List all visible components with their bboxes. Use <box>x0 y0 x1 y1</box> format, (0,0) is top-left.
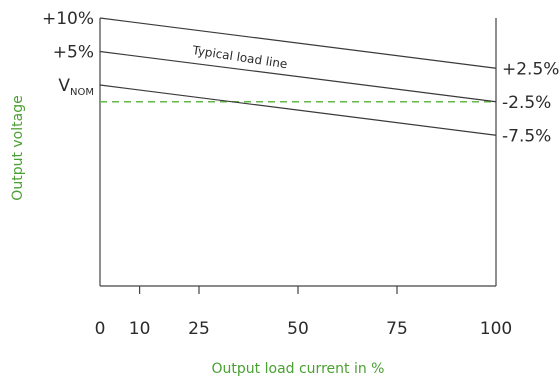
x-tick-label: 100 <box>480 319 512 339</box>
load-line-3 <box>99 84 497 136</box>
y-tick-label-right: -7.5% <box>502 126 551 146</box>
plot-area <box>99 17 497 294</box>
y-tick-label-right: -2.5% <box>502 93 551 113</box>
y-tick-label-left: VNOM <box>58 76 94 98</box>
x-tick-label: 25 <box>188 319 210 339</box>
x-tick-label: 50 <box>287 319 309 339</box>
x-tick-label: 75 <box>386 319 408 339</box>
chart-labels: Output voltage Output load current in % … <box>10 9 559 377</box>
x-tick-label: 10 <box>129 319 151 339</box>
y-tick-label-left: +10% <box>42 9 94 29</box>
y-tick-label-left: +5% <box>53 43 94 63</box>
load-line-2 <box>99 50 497 103</box>
y-tick-label-right: +2.5% <box>502 59 559 79</box>
x-tick-label: 0 <box>95 319 106 339</box>
load-line-annotation: Typical load line <box>191 43 289 71</box>
y-axis-title: Output voltage <box>10 95 26 200</box>
x-axis-title: Output load current in % <box>212 361 385 377</box>
load-line-1 <box>99 17 497 69</box>
